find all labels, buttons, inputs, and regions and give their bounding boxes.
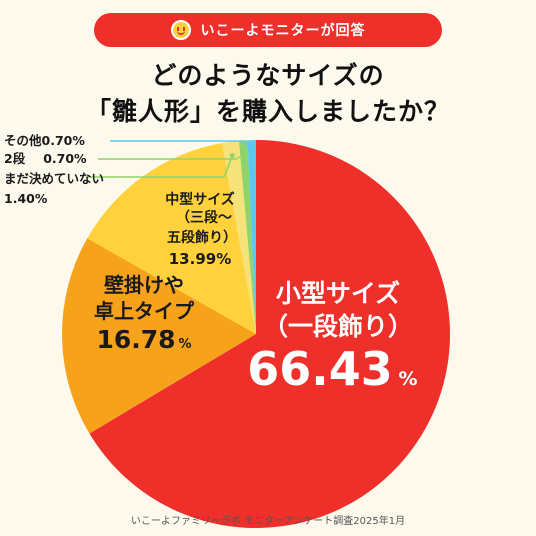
undecided-leader-dot	[229, 153, 235, 159]
other-slice	[247, 140, 256, 334]
small-size-value: 66.43	[247, 342, 393, 396]
wall-type-unit: %	[178, 337, 191, 352]
middle-size-label-line-2: （三段〜	[176, 209, 232, 226]
wall-type-label-group: 壁掛けや 卓上タイプ 16.78 %	[94, 273, 195, 354]
chart-title-line-2: 「雛人形」を購入しましたか？	[85, 97, 450, 126]
wall-type-label-line-1: 壁掛けや	[104, 273, 184, 297]
small-size-label-group: 小型サイズ （一段飾り） 66.43 %	[247, 279, 417, 396]
pie-slices	[62, 140, 451, 528]
two-tier-leader-dot	[241, 151, 247, 157]
middle-size-value: 13.99%	[169, 250, 231, 268]
small-size-slice	[89, 140, 451, 528]
header-badge: いこーよモニターが回答	[94, 13, 442, 47]
outside-labels: その他0.70% 2段 0.70% まだ決めていない 1.40%	[4, 133, 104, 206]
other-leader-dot	[249, 151, 255, 157]
undecided-leader-line	[86, 155, 234, 178]
wall-type-label-line-2: 卓上タイプ	[94, 299, 195, 323]
two-tier-label: 2段 0.70%	[4, 151, 87, 166]
middle-size-label-line-3: 五段飾り）	[167, 229, 237, 246]
small-size-label-line-2: （一段飾り）	[263, 312, 413, 341]
header-badge-text: いこーよモニターが回答	[200, 23, 366, 39]
footer-source: いこーよファミリーラボ モニターアンケート調査2025年1月	[130, 516, 406, 527]
smiley-face-icon	[170, 20, 191, 40]
undecided-slice	[222, 140, 256, 334]
small-size-label-line-1: 小型サイズ	[276, 279, 400, 308]
leader-lines	[86, 140, 255, 178]
other-leader-line	[110, 140, 253, 155]
middle-size-slice	[87, 142, 256, 334]
other-label: その他0.70%	[4, 133, 85, 148]
middle-size-label-group: 中型サイズ （三段〜 五段飾り） 13.99%	[165, 191, 237, 268]
middle-size-label-line-1: 中型サイズ	[165, 191, 235, 208]
undecided-label: まだ決めていない	[4, 171, 104, 186]
undecided-value: 1.40%	[4, 191, 48, 206]
two-tier-slice	[238, 140, 256, 334]
small-size-unit: %	[398, 368, 417, 390]
wall-type-value: 16.78	[96, 325, 175, 354]
two-tier-leader-line	[98, 153, 245, 160]
chart-title-line-1: どのようなサイズの	[151, 61, 385, 90]
wall-type-slice	[62, 238, 256, 434]
